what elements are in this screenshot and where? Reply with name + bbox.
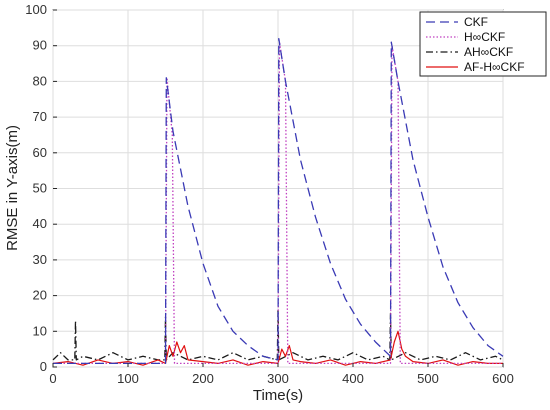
y-tick-label: 100 bbox=[25, 2, 47, 17]
y-tick-label: 70 bbox=[33, 109, 47, 124]
y-tick-label: 0 bbox=[40, 359, 47, 374]
y-tick-label: 30 bbox=[33, 252, 47, 267]
data-series bbox=[52, 37, 504, 366]
legend-label-0: CKF bbox=[464, 15, 488, 29]
legend-label-1: H∞CKF bbox=[464, 30, 505, 44]
x-tick-label: 600 bbox=[492, 371, 514, 386]
series-line-3 bbox=[52, 330, 503, 366]
x-tick-label: 0 bbox=[49, 371, 56, 386]
legend-label-2: AH∞CKF bbox=[464, 45, 513, 59]
y-axis-title: RMSE in Y-axis(m) bbox=[4, 125, 21, 251]
y-tick-label: 10 bbox=[33, 323, 47, 338]
y-tick-label: 60 bbox=[33, 145, 47, 160]
x-tick-label: 300 bbox=[267, 371, 289, 386]
x-axis-title: Time(s) bbox=[253, 387, 303, 404]
legend-label-3: AF-H∞CKF bbox=[464, 60, 525, 74]
x-tick-label: 200 bbox=[192, 371, 214, 386]
x-tick-label: 400 bbox=[342, 371, 364, 386]
y-tick-label: 20 bbox=[33, 288, 47, 303]
y-tick-label: 90 bbox=[33, 38, 47, 53]
axis-ticks: 0 100 200 300 400 500 600 0 10 20 30 40 50 60 70 80 90 10… bbox=[25, 2, 514, 386]
x-tick-label: 100 bbox=[117, 371, 139, 386]
legend-box bbox=[419, 11, 547, 77]
y-tick-label: 80 bbox=[33, 73, 47, 88]
y-tick-label: 40 bbox=[33, 216, 47, 231]
series-line-0 bbox=[53, 37, 504, 365]
x-tick-label: 500 bbox=[417, 371, 439, 386]
y-tick-label: 50 bbox=[33, 181, 47, 196]
